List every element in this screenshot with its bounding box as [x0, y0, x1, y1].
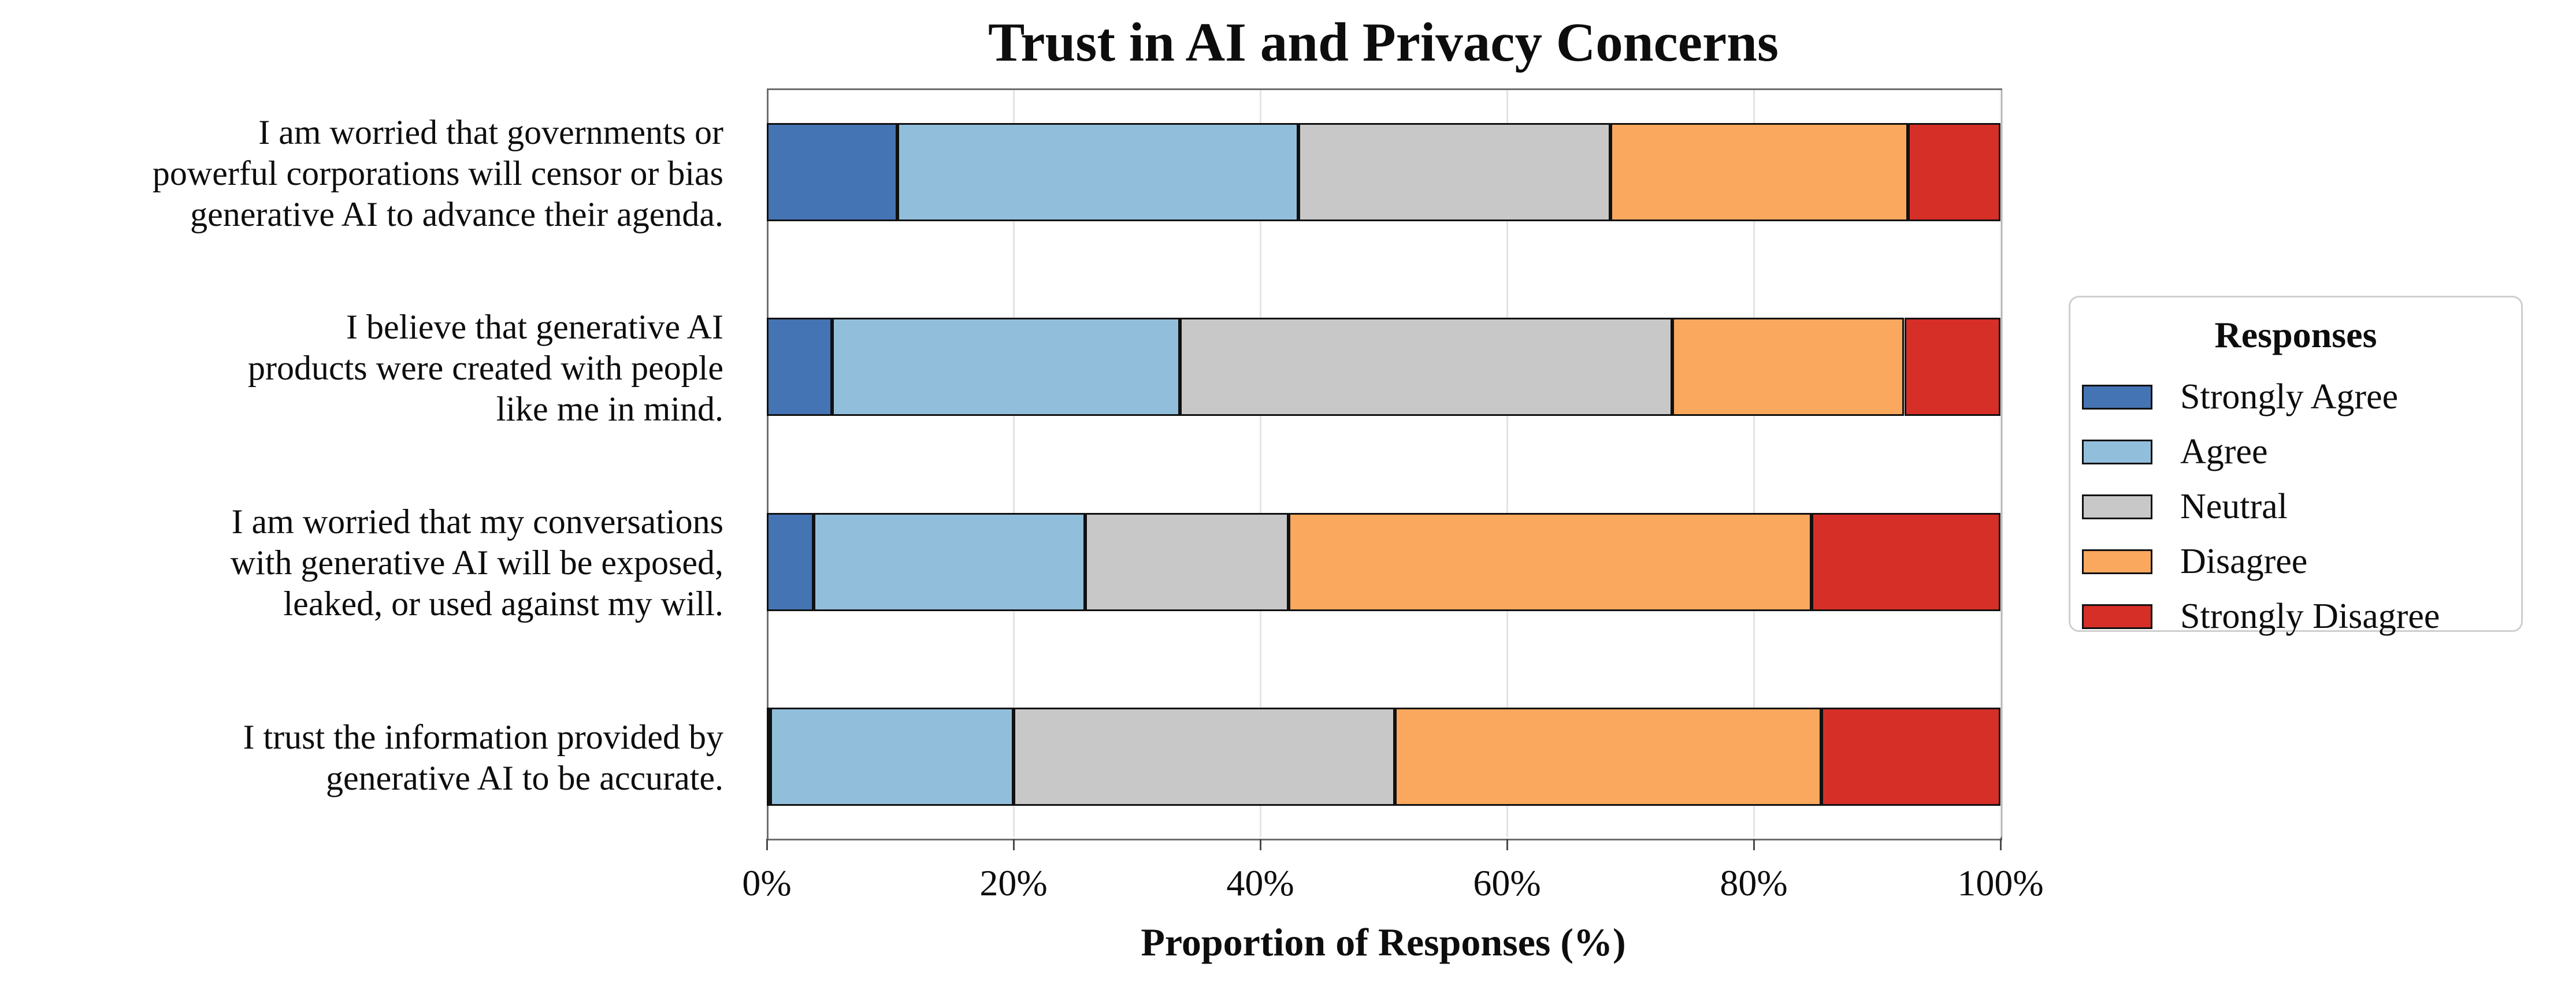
bar-segment-agree	[770, 707, 1014, 806]
x-tick	[1999, 839, 2002, 850]
legend-swatch-strongly-disagree	[2082, 604, 2152, 629]
legend-item-label: Strongly Disagree	[2180, 597, 2440, 636]
bar-segment-agree	[814, 512, 1085, 611]
x-tick-label: 80%	[1720, 862, 1788, 903]
bar-segment-agree	[897, 123, 1299, 221]
bar-row	[767, 318, 2000, 416]
bar-segment-disagree	[1610, 123, 1908, 221]
bar-segment-disagree	[1672, 318, 1905, 416]
x-tick	[1259, 839, 1261, 850]
legend-item-label: Neutral	[2180, 487, 2288, 526]
legend-swatch-strongly-agree	[2082, 385, 2152, 410]
bar-segment-neutral	[1085, 512, 1289, 611]
legend-swatch-disagree	[2082, 549, 2152, 574]
bar-segment-neutral	[1180, 318, 1673, 416]
bar-row	[767, 512, 2000, 611]
legend-title: Responses	[2214, 314, 2377, 355]
bar-segment-agree	[832, 318, 1181, 416]
x-tick	[1753, 839, 1755, 850]
x-axis-label: Proportion of Responses (%)	[1141, 920, 1626, 964]
category-label: I am worried that governments or powerfu…	[152, 113, 723, 233]
category-label: I believe that generative AI products we…	[248, 307, 723, 428]
legend-item-label: Strongly Agree	[2180, 377, 2399, 416]
legend-item: Strongly Agree	[2070, 370, 2521, 425]
legend-item: Disagree	[2070, 534, 2521, 589]
gridline	[1999, 90, 2002, 837]
bar-segment-disagree	[1394, 707, 1822, 806]
gridline	[1506, 90, 1508, 837]
legend-item: Agree	[2070, 425, 2521, 479]
legend-swatch-agree	[2082, 440, 2152, 464]
bar-segment-neutral	[1014, 707, 1395, 806]
bar-segment-strongly-disagree	[1904, 318, 2000, 416]
x-tick	[766, 839, 768, 850]
bar-row	[767, 707, 2000, 806]
x-tick	[1506, 839, 1508, 850]
legend-item-label: Disagree	[2180, 542, 2308, 581]
bar-segment-strongly-agree	[767, 512, 814, 611]
bar-segment-strongly-agree	[767, 123, 898, 221]
chart-title: Trust in AI and Privacy Concerns	[988, 12, 1779, 73]
bar-row	[767, 123, 2000, 221]
category-label: I trust the information provided by gene…	[243, 717, 723, 797]
category-label: I am worried that my conversations with …	[230, 503, 723, 623]
bar-segment-strongly-disagree	[1812, 512, 2000, 611]
bar-segment-strongly-disagree	[1907, 123, 2000, 221]
x-tick-label: 100%	[1957, 862, 2044, 903]
bar-segment-neutral	[1298, 123, 1611, 221]
legend-swatch-neutral	[2082, 494, 2152, 519]
legend-item: Strongly Disagree	[2070, 589, 2521, 644]
x-tick-label: 40%	[1226, 862, 1294, 903]
gridline	[1753, 90, 1755, 837]
legend-item-label: Agree	[2180, 432, 2268, 471]
x-tick	[1012, 839, 1015, 850]
bar-segment-strongly-agree	[767, 707, 771, 806]
x-tick-label: 20%	[979, 862, 1048, 903]
x-tick-label: 0%	[742, 862, 792, 903]
bar-segment-strongly-disagree	[1821, 707, 2000, 806]
legend-item: Neutral	[2070, 479, 2521, 534]
gridline	[1012, 90, 1015, 837]
gridline	[1259, 90, 1261, 837]
bar-segment-disagree	[1289, 512, 1812, 611]
bar-segment-strongly-agree	[767, 318, 833, 416]
legend: Responses Strongly Agree Agree Neutral Disa…	[2069, 296, 2523, 636]
x-tick-label: 60%	[1473, 862, 1541, 903]
